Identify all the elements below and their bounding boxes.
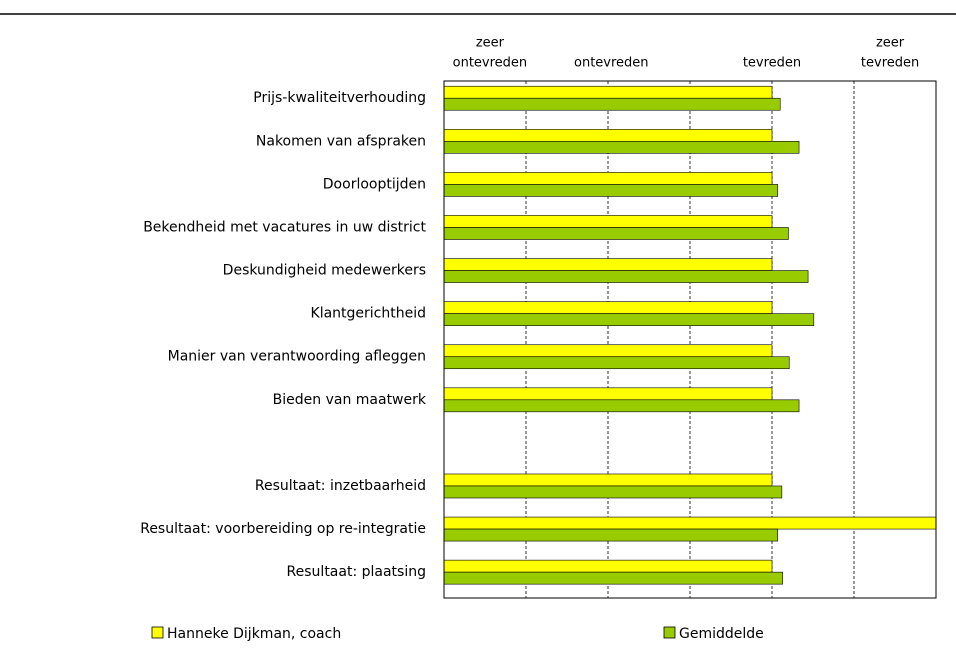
x-tick-label: tevreden [861,56,919,71]
bar [443,215,773,228]
x-tick-label: zeer [476,36,505,51]
legend-label: Hanneke Dijkman, coach [167,626,341,642]
bar [443,528,779,542]
bar [443,270,809,283]
bar [443,356,790,370]
bar [443,97,781,111]
bar [443,313,815,326]
bar [443,258,773,271]
x-tick-label: ontevreden [453,56,528,71]
legend-swatch [151,626,164,639]
y-tick-label: Resultaat: voorbereiding op re-integrati… [140,521,426,537]
legend-swatch [663,626,676,639]
y-tick-label: Resultaat: plaatsing [287,564,426,580]
plot-border [443,80,937,599]
bar [443,141,800,154]
bar [443,129,773,142]
bar [443,172,773,185]
x-tick-label: tevreden [743,56,801,71]
bar [443,571,783,585]
bar [443,227,789,240]
bar [443,387,773,401]
bar [443,301,773,314]
bar [443,485,783,499]
bar [443,85,773,99]
y-tick-label: Bekendheid met vacatures in uw district [143,219,426,235]
y-tick-label: Nakomen van afspraken [256,133,426,149]
bar [443,399,800,413]
y-tick-label: Klantgerichtheid [311,306,426,322]
y-tick-label: Manier van verantwoording afleggen [168,349,426,365]
legend-label: Gemiddelde [679,626,764,642]
y-tick-label: Prijs-kwaliteitverhouding [253,90,426,106]
x-tick-label: ontevreden [574,56,649,71]
bar [443,559,773,573]
bar [443,516,937,530]
bar [443,473,773,487]
y-tick-label: Resultaat: inzetbaarheid [255,478,426,494]
bar [443,344,773,358]
x-tick-label: zeer [876,36,905,51]
y-tick-label: Deskundigheid medewerkers [223,263,426,279]
y-tick-label: Bieden van maatwerk [273,392,427,408]
y-tick-label: Doorlooptijden [323,176,426,192]
bar [443,184,779,197]
